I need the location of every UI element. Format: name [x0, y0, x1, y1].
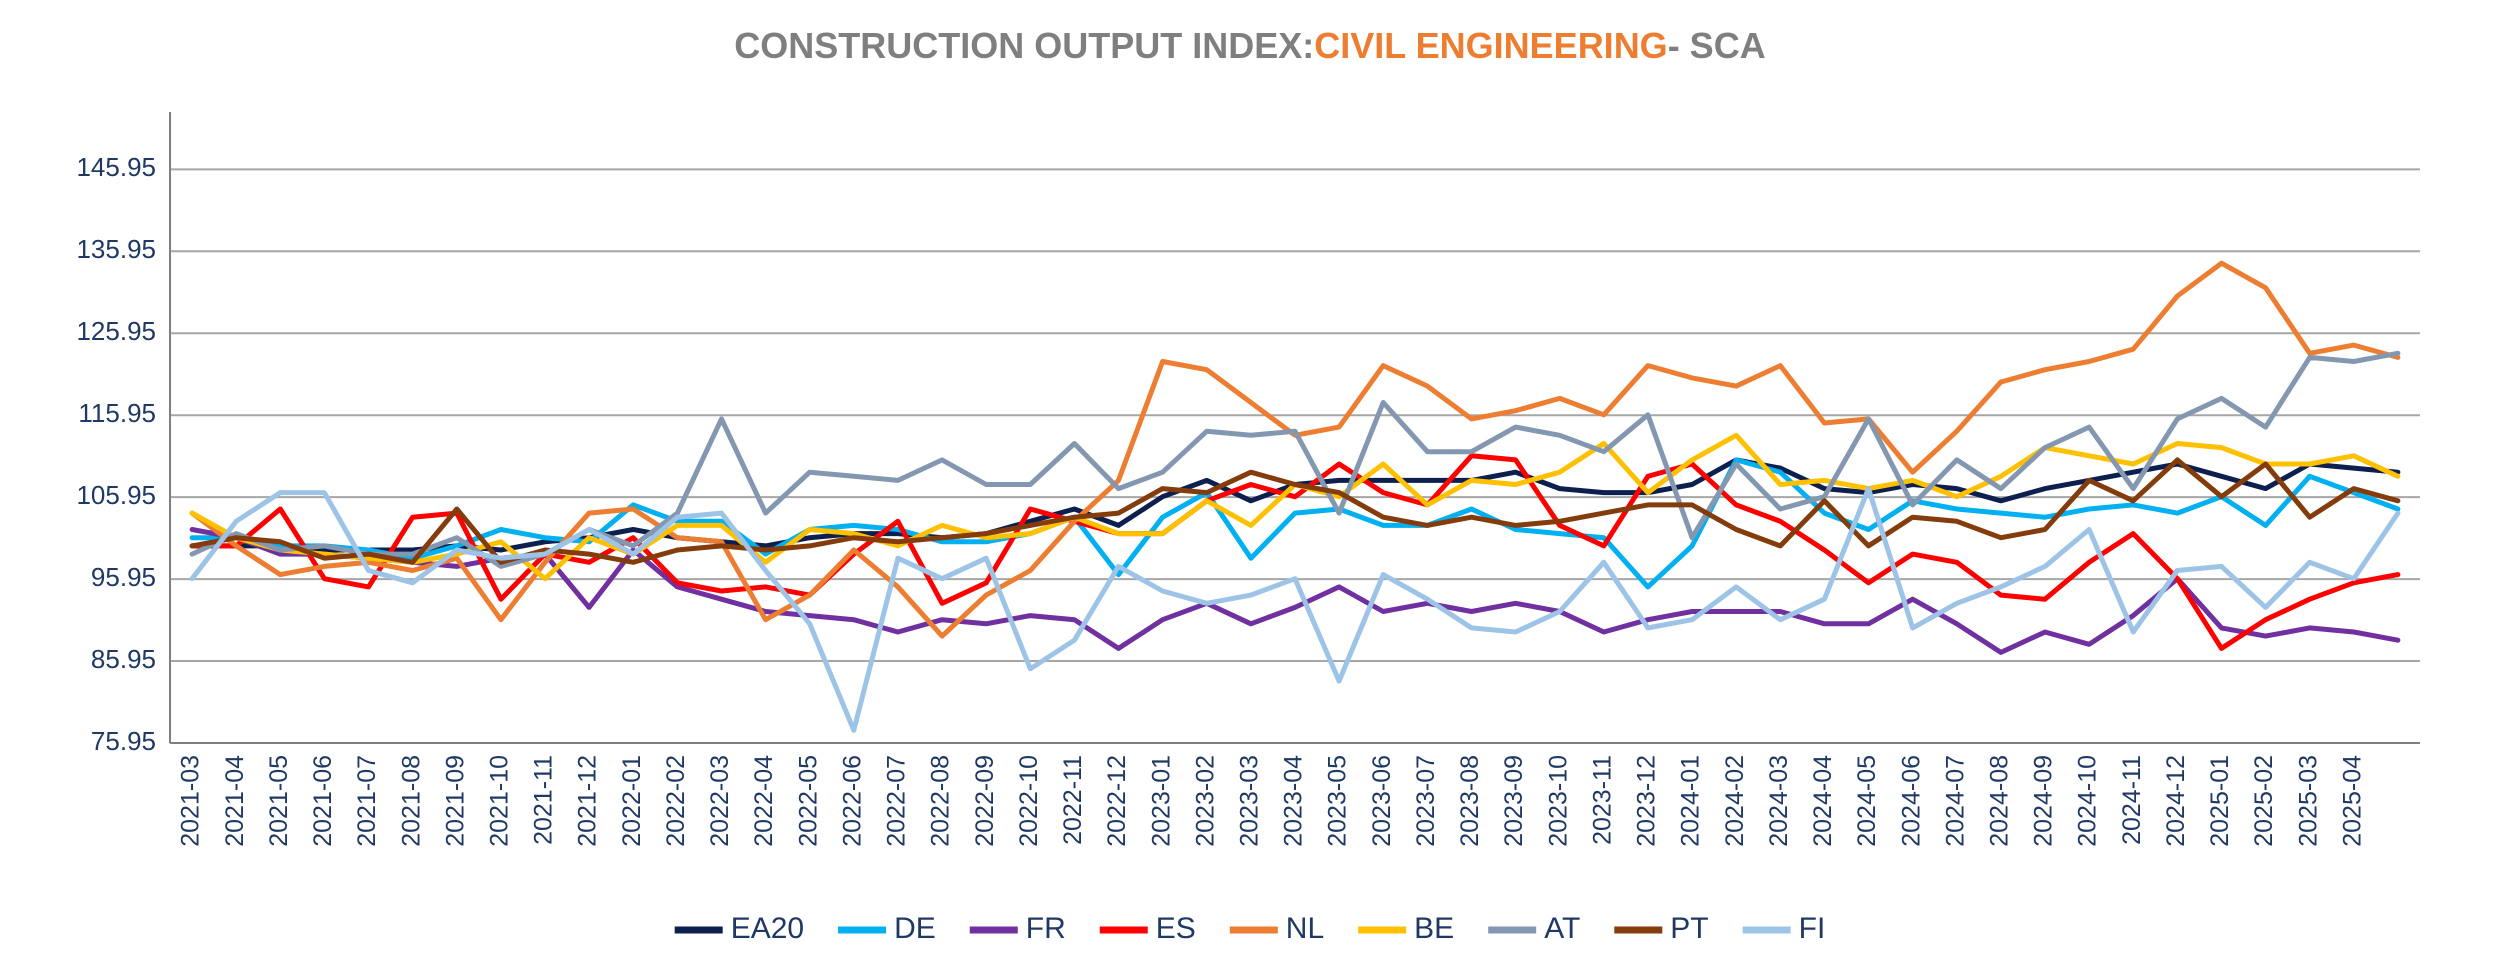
x-tick-label: 2023-12 — [1633, 755, 1661, 847]
x-tick-label: 2023-01 — [1147, 755, 1175, 847]
x-tick-label: 2021-05 — [265, 755, 293, 847]
series-line — [189, 457, 2401, 590]
x-tick-label: 2024-07 — [1941, 755, 1969, 847]
x-tick-label: 2021-03 — [177, 755, 205, 847]
series-line — [189, 486, 2401, 733]
x-tick-label: 2022-05 — [794, 755, 822, 847]
x-tick-label: 2022-08 — [927, 755, 955, 847]
series-line — [189, 527, 2401, 655]
x-tick-label: 2021-10 — [485, 755, 513, 847]
legend-label: BE — [1414, 912, 1454, 945]
x-tick-label: 2023-11 — [1588, 755, 1616, 845]
x-tick-label: 2024-09 — [2030, 755, 2058, 847]
x-tick-label: 2022-07 — [883, 755, 911, 847]
x-tick-label: 2023-08 — [1456, 755, 1484, 847]
y-tick-label: 135.95 — [76, 234, 156, 264]
title-part: CONSTRUCTION OUTPUT INDEX: — [734, 25, 1314, 66]
x-tick-label: 2025-04 — [2338, 755, 2366, 847]
series-line — [189, 457, 2401, 565]
y-tick-label: 75.95 — [91, 726, 156, 756]
title-part: CIVIL ENGINEERING — [1314, 25, 1667, 66]
x-tick-label: 2023-05 — [1324, 755, 1352, 847]
x-tick-label: 2024-06 — [1897, 755, 1925, 847]
x-tick-label: 2022-04 — [750, 755, 778, 847]
x-tick-label: 2025-01 — [2206, 755, 2234, 847]
legend-label: NL — [1286, 912, 1324, 945]
x-tick-label: 2022-12 — [1103, 755, 1131, 847]
y-tick-label: 85.95 — [91, 644, 156, 674]
x-tick-label: 2024-04 — [1809, 755, 1837, 847]
x-tick-label: 2024-10 — [2074, 755, 2102, 847]
legend-label: PT — [1670, 912, 1708, 945]
legend-label: FR — [1026, 912, 1066, 945]
y-tick-label: 105.95 — [76, 480, 156, 510]
x-tick-label: 2021-11 — [530, 755, 558, 845]
x-tick-label: 2022-01 — [618, 755, 646, 847]
x-tick-label: 2024-11 — [2118, 755, 2146, 845]
legend-label: EA20 — [731, 912, 804, 945]
legend-label: FI — [1799, 912, 1826, 945]
x-tick-label: 2021-08 — [397, 755, 425, 847]
x-tick-label: 2023-07 — [1412, 755, 1440, 847]
x-tick-label: 2021-07 — [353, 755, 381, 847]
x-tick-label: 2021-12 — [574, 755, 602, 847]
legend-label: AT — [1544, 912, 1580, 945]
legend-label: DE — [894, 912, 936, 945]
chart-title: CONSTRUCTION OUTPUT INDEX:CIVIL ENGINEER… — [734, 25, 1765, 66]
legend-label: ES — [1156, 912, 1196, 945]
x-tick-label: 2022-03 — [706, 755, 734, 847]
x-tick-label: 2023-04 — [1280, 755, 1308, 847]
y-tick-label: 95.95 — [91, 562, 156, 592]
x-tick-label: 2023-02 — [1191, 755, 1219, 847]
title-part: - SCA — [1668, 25, 1766, 66]
x-tick-label: 2022-10 — [1015, 755, 1043, 847]
x-tick-label: 2024-03 — [1765, 755, 1793, 847]
x-tick-label: 2023-09 — [1500, 755, 1528, 847]
x-tick-label: 2023-06 — [1368, 755, 1396, 847]
y-tick-label: 125.95 — [76, 316, 156, 346]
series-line — [189, 453, 2401, 651]
x-tick-label: 2021-09 — [441, 755, 469, 847]
x-tick-label: 2024-02 — [1721, 755, 1749, 847]
x-tick-label: 2022-11 — [1059, 755, 1087, 845]
y-tick-label: 145.95 — [76, 152, 156, 182]
x-tick-label: 2022-09 — [971, 755, 999, 847]
x-tick-label: 2025-02 — [2250, 755, 2278, 847]
x-tick-label: 2024-12 — [2162, 755, 2190, 847]
legend: EA20 DE FR ES NL BE AT PT FI — [674, 912, 1826, 945]
x-tick-label: 2023-10 — [1544, 755, 1572, 847]
x-tick-label: 2024-05 — [1853, 755, 1881, 847]
x-tick-label: 2024-01 — [1677, 755, 1705, 847]
x-tick-label: 2025-03 — [2294, 755, 2322, 847]
y-tick-label: 115.95 — [78, 398, 156, 428]
x-tick-label: 2022-02 — [662, 755, 690, 847]
x-tick-label: 2021-06 — [309, 755, 337, 847]
x-tick-label: 2021-04 — [221, 755, 249, 847]
x-tick-label: 2023-03 — [1235, 755, 1263, 847]
x-tick-label: 2024-08 — [1985, 755, 2013, 847]
x-tick-label: 2022-06 — [838, 755, 866, 847]
